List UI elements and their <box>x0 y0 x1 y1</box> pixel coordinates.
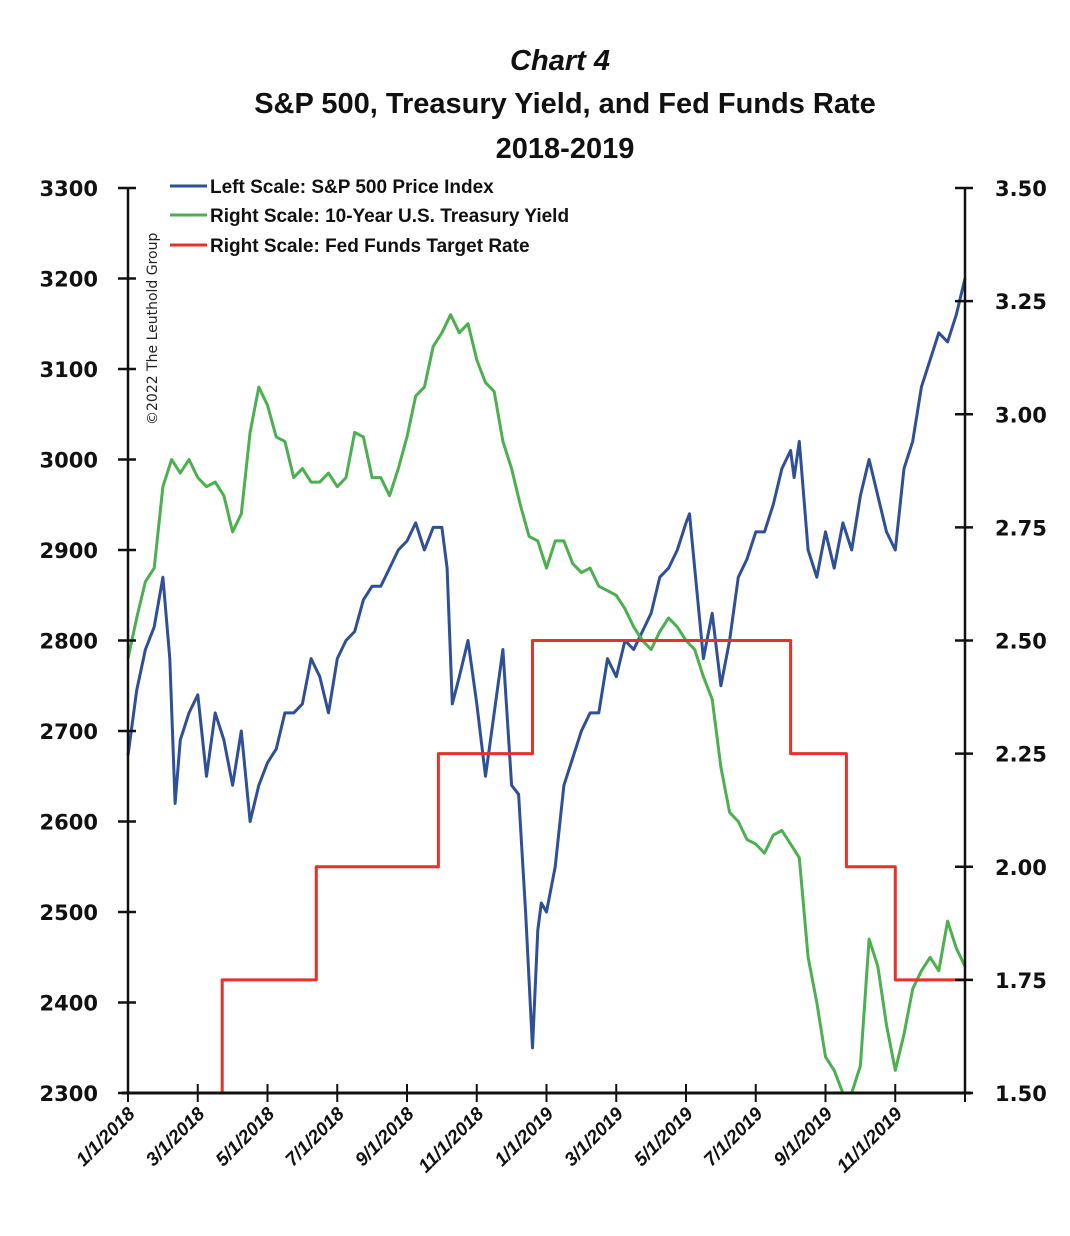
legend-label-sp500: Left Scale: S&P 500 Price Index <box>210 177 494 198</box>
chart-title: Chart 4 <box>510 45 610 77</box>
left-axis-tick-label: 3100 <box>40 358 98 382</box>
left-axis-tick-label: 2500 <box>40 901 98 925</box>
x-axis-tick-label: 3/1/2019 <box>561 1103 628 1170</box>
right-axis-tick-label: 2.25 <box>995 743 1047 767</box>
legend-label-treasury: Right Scale: 10-Year U.S. Treasury Yield <box>210 206 569 227</box>
right-axis-tick-label: 2.50 <box>995 630 1047 654</box>
left-axis-tick-label: 2300 <box>40 1082 98 1106</box>
left-axis-tick-label: 2400 <box>40 992 98 1016</box>
x-axis-tick-label: 5/1/2019 <box>630 1103 697 1170</box>
left-axis-tick-label: 3300 <box>40 177 98 201</box>
right-axis-tick-label: 2.00 <box>995 856 1047 880</box>
x-axis-tick-label: 3/1/2018 <box>142 1103 209 1170</box>
x-axis-tick-label: 7/1/2019 <box>700 1103 767 1170</box>
x-axis-tick-label: 1/1/2019 <box>491 1103 558 1170</box>
x-axis-tick-label: 9/1/2019 <box>770 1103 837 1170</box>
left-axis-tick-label: 2600 <box>40 811 98 835</box>
right-axis-tick-label: 1.50 <box>995 1082 1047 1106</box>
legend: Left Scale: S&P 500 Price Index Right Sc… <box>170 177 569 257</box>
x-axis-tick-label: 1/1/2018 <box>72 1103 139 1170</box>
series-layer <box>126 278 967 1095</box>
left-axis-tick-label: 2900 <box>40 539 98 563</box>
x-axis-tick-label: 11/1/2019 <box>833 1103 907 1177</box>
chart-subtitle-line-2: 2018-2019 <box>496 133 635 165</box>
x-axis-tick-label: 5/1/2018 <box>212 1103 279 1170</box>
series-line-fedfunds <box>128 639 965 1095</box>
left-axis-tick-label: 3200 <box>40 268 98 292</box>
left-axis-tick-label: 2700 <box>40 720 98 744</box>
left-axis-tick-label: 3000 <box>40 449 98 473</box>
right-axis-tick-label: 2.75 <box>995 516 1047 540</box>
right-axis-tick-label: 3.25 <box>995 290 1047 314</box>
right-axis-tick-label: 1.75 <box>995 969 1047 993</box>
series-line-treasury <box>126 313 967 1095</box>
chart-subtitle-line-1: S&P 500, Treasury Yield, and Fed Funds R… <box>254 88 876 120</box>
right-axis-tick-label: 3.50 <box>995 177 1047 201</box>
series-line-sp500 <box>126 278 967 1050</box>
copyright-text: ©2022 The Leuthold Group <box>145 233 161 425</box>
axes-layer: 2300 2400 2500 2600 2700 2800 2900 3000 3100 3200… <box>40 177 1047 1177</box>
legend-label-fedfunds: Right Scale: Fed Funds Target Rate <box>210 236 530 257</box>
x-axis-tick-label: 11/1/2018 <box>415 1103 489 1177</box>
right-axis-tick-label: 3.00 <box>995 403 1047 427</box>
x-axis-tick-label: 9/1/2018 <box>351 1103 418 1170</box>
x-axis-tick-label: 7/1/2018 <box>282 1103 349 1170</box>
left-axis-tick-label: 2800 <box>40 630 98 654</box>
